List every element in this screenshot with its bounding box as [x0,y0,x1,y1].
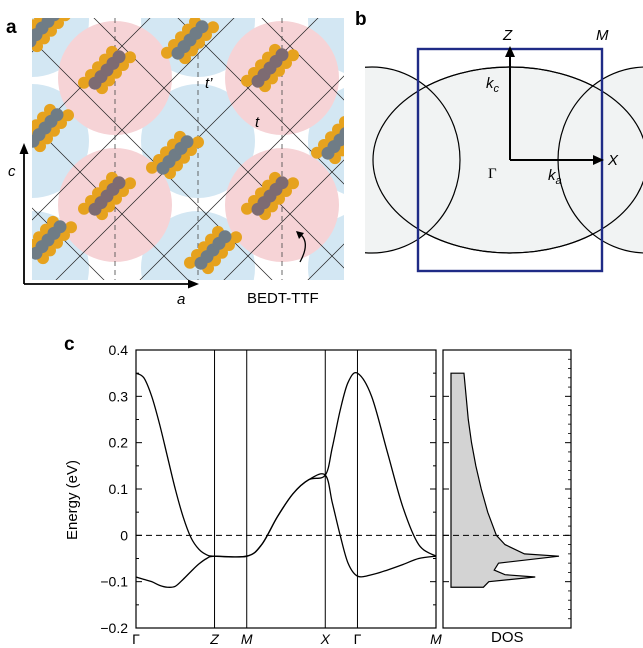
pink-site-circle [225,21,339,135]
y-tick-label: 0.4 [109,342,129,358]
panel-c: c Energy (eV) −0.2 −0.1 0 0.1 0.2 0.3 0.4 Γ Z M X Γ… [64,334,572,647]
band-line-1 [136,371,436,558]
pink-site-circle [58,148,172,262]
ka-label: ka [548,167,562,187]
bedt-ttf-molecule [78,45,136,95]
z-point-label: Z [502,27,513,44]
transfer-t-prime-label: t’ [205,75,213,92]
blue-site-circle [308,215,344,280]
k-point-label: X [320,631,331,647]
y-tick-label: 0 [120,527,128,543]
y-tick-label: 0.3 [109,388,129,404]
lattice-axes [19,143,199,289]
k-point-label: M [241,631,253,647]
bedt-ttf-molecule [311,115,344,165]
axis-a-label: a [177,291,185,308]
gamma-point-label: Γ [488,166,497,182]
fermi-surface-left [365,66,461,254]
k-point-label: Γ [354,631,362,647]
y-tick-label: −0.1 [100,574,128,590]
panel-letter-a: a [6,17,17,38]
transfer-t-label: t [255,114,260,131]
bedt-ttf-molecule [241,43,299,93]
molecule-label: BEDT-TTF [247,290,319,307]
pink-site-circle [225,148,339,262]
band-line-2 [136,473,436,588]
band-structure [136,371,436,588]
y-tick-label: 0.1 [109,481,129,497]
dos-plot [442,349,572,629]
x-point-label: X [607,152,619,169]
molecule-site-circles [32,18,344,280]
m-point-label: M [596,27,609,44]
k-point-label: Γ [132,631,140,647]
dos-curve [450,372,560,588]
molecules [32,18,344,275]
bedt-ttf-molecule [146,130,204,180]
panel-b: b Z M X Γ kc ka [355,9,643,273]
molecule-pointer-arrowhead [296,231,304,239]
bedt-ttf-molecule [32,215,77,265]
bedt-ttf-molecule [241,171,299,221]
y-axis-label: Energy (eV) [64,460,81,540]
k-point-label: M [430,631,442,647]
band-structure-axes: −0.2 −0.1 0 0.1 0.2 0.3 0.4 Γ Z M X Γ M [100,342,442,647]
kc-label: kc [486,75,500,95]
panel-letter-c: c [64,334,75,355]
bedt-ttf-molecule [184,225,242,275]
y-tick-label: 0.2 [109,435,129,451]
crystal-structure [32,18,344,280]
bedt-ttf-molecule [161,18,219,65]
bedt-ttf-molecule [78,171,136,221]
bedt-ttf-molecule [32,103,74,153]
panel-letter-b: b [355,9,367,30]
panel-a: a c a t’ t BEDT-TTF [6,17,344,308]
axis-c-label: c [8,163,16,180]
k-point-label: Z [209,631,219,647]
band-frame [135,349,437,629]
y-tick-label: −0.2 [100,620,128,636]
bedt-ttf-molecule [32,18,71,53]
dos-label: DOS [491,629,524,646]
